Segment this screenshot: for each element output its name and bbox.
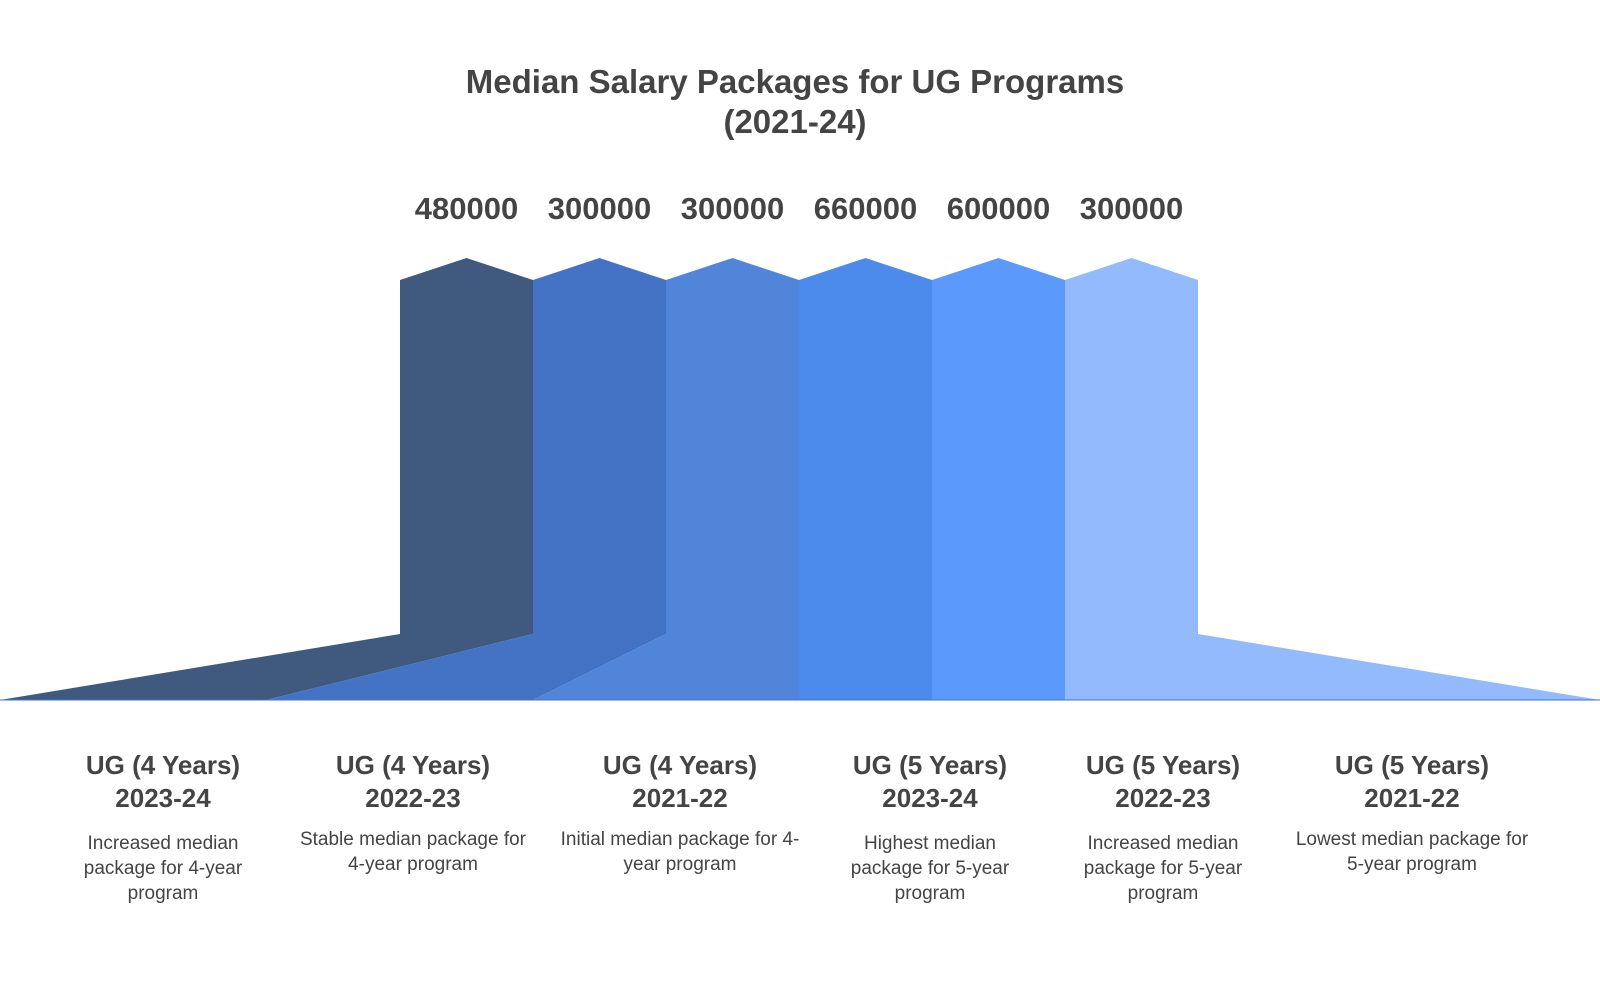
chart-title: Median Salary Packages for UG Programs (… (0, 62, 1590, 142)
category-year-6: 2021-22 (1364, 783, 1460, 813)
category-program-5: UG (5 Years) (1085, 750, 1241, 780)
ribbon-4 (799, 258, 932, 700)
category-description-3: Initial median package for 4-year progra… (560, 829, 800, 875)
category-program-4: UG (5 Years) (852, 750, 1008, 780)
category-program-3: UG (4 Years) (602, 750, 758, 780)
chart-title-line-1: Median Salary Packages for UG Programs (465, 63, 1125, 100)
value-label-5: 600000 (947, 191, 1050, 226)
ribbon-5 (932, 258, 1333, 700)
value-label-1: 480000 (415, 191, 518, 226)
category-year-3: 2021-22 (632, 783, 728, 813)
category-description-5: Increased median package for 5-year prog… (1083, 833, 1243, 904)
category-description-2: Stable median package for 4-year program (299, 829, 527, 875)
ribbon-6 (1065, 258, 1600, 700)
category-label-3: UG (4 Years) 2021-22 Initial median pack… (560, 749, 800, 877)
value-label-6: 300000 (1080, 191, 1183, 226)
category-label-5: UG (5 Years) 2022-23 Increased median pa… (1043, 749, 1283, 906)
value-label-group: 480000 300000 300000 660000 600000 300000 (415, 191, 1183, 226)
category-program-1: UG (4 Years) (85, 750, 241, 780)
category-program-6: UG (5 Years) (1334, 750, 1490, 780)
value-label-4: 660000 (814, 191, 917, 226)
value-label-3: 300000 (681, 191, 784, 226)
ribbon-1 (0, 258, 533, 700)
category-year-5: 2022-23 (1115, 783, 1211, 813)
category-label-6: UG (5 Years) 2021-22 Lowest median packa… (1292, 749, 1532, 877)
ribbon-3 (533, 258, 800, 700)
category-label-1: UG (4 Years) 2023-24 Increased median pa… (43, 749, 283, 906)
ribbon-group (0, 258, 1600, 701)
category-description-4: Highest median package for 5-year progra… (850, 833, 1010, 904)
category-description-1: Increased median package for 4-year prog… (83, 833, 243, 904)
category-label-4: UG (5 Years) 2023-24 Highest median pack… (810, 749, 1050, 906)
value-label-2: 300000 (548, 191, 651, 226)
category-description-6: Lowest median package for 5-year program (1295, 829, 1529, 875)
category-year-1: 2023-24 (115, 783, 211, 813)
category-label-2: UG (4 Years) 2022-23 Stable median packa… (293, 749, 533, 877)
category-program-2: UG (4 Years) (335, 750, 491, 780)
category-year-4: 2023-24 (882, 783, 978, 813)
chart-title-line-2: (2021-24) (723, 103, 867, 140)
category-year-2: 2022-23 (365, 783, 461, 813)
ribbon-2 (266, 258, 666, 700)
